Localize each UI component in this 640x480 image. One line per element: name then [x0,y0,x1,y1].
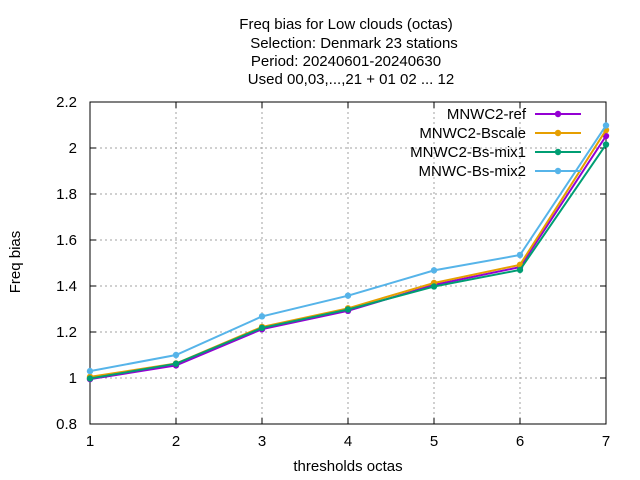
title-line-2: Selection: Denmark 23 stations [250,35,458,52]
data-point [602,122,610,129]
legend-label: MNWC2-Bscale [419,125,526,142]
y-axis-label: Freq bias [7,231,24,294]
legend-swatch-marker [554,148,562,156]
data-point [344,306,352,313]
x-tick-label: 7 [602,433,610,450]
title-line-1: Freq bias for Low clouds (octas) [239,16,452,33]
legend-label: MNWC2-Bs-mix1 [410,144,526,161]
legend-label: MNWC2-ref [447,106,527,123]
legend-swatch-marker [554,110,562,118]
data-point [86,367,94,375]
y-tick-label: 1.2 [56,324,77,341]
x-tick-label: 4 [344,433,352,450]
legend-swatch-marker [554,129,562,137]
data-point [172,360,180,367]
y-tick-label: 1.8 [56,186,77,203]
y-tick-label: 2.2 [56,94,77,111]
x-tick-label: 6 [516,433,524,450]
x-tick-label: 3 [258,433,266,450]
y-tick-label: 1.6 [56,232,77,249]
x-axis: 1 2 3 4 5 6 7 [86,102,610,450]
x-tick-label: 1 [86,433,94,450]
y-axis: 0.8 1 1.2 1.4 1.6 1.8 2 2.2 [56,94,606,433]
x-axis-label: thresholds octas [293,458,402,475]
legend-swatch-marker [554,167,562,175]
data-point [258,313,266,320]
data-point [516,266,524,274]
y-tick-label: 1.4 [56,278,77,295]
data-point [516,251,524,259]
title-line-3: Period: 20240601-20240630 [251,53,441,70]
data-point [172,351,180,359]
y-tick-label: 2 [69,140,77,157]
data-point [602,141,610,148]
chart-title: Freq bias for Low clouds (octas) Selecti… [239,16,458,88]
data-point [430,283,438,290]
grid [90,102,606,424]
data-point [86,375,94,382]
y-tick-label: 0.8 [56,416,77,433]
y-tick-label: 1 [69,370,77,387]
series-lines [86,122,610,383]
title-line-4: Used 00,03,...,21 + 01 02 ... 12 [248,71,454,88]
data-point [430,267,438,274]
data-point [258,324,266,332]
x-tick-label: 5 [430,433,438,450]
x-tick-label: 2 [172,433,180,450]
data-point [344,292,352,299]
legend: MNWC2-ref MNWC2-Bscale MNWC2-Bs-mix1 MNWC-B… [410,106,581,180]
legend-label: MNWC-Bs-mix2 [419,163,526,180]
